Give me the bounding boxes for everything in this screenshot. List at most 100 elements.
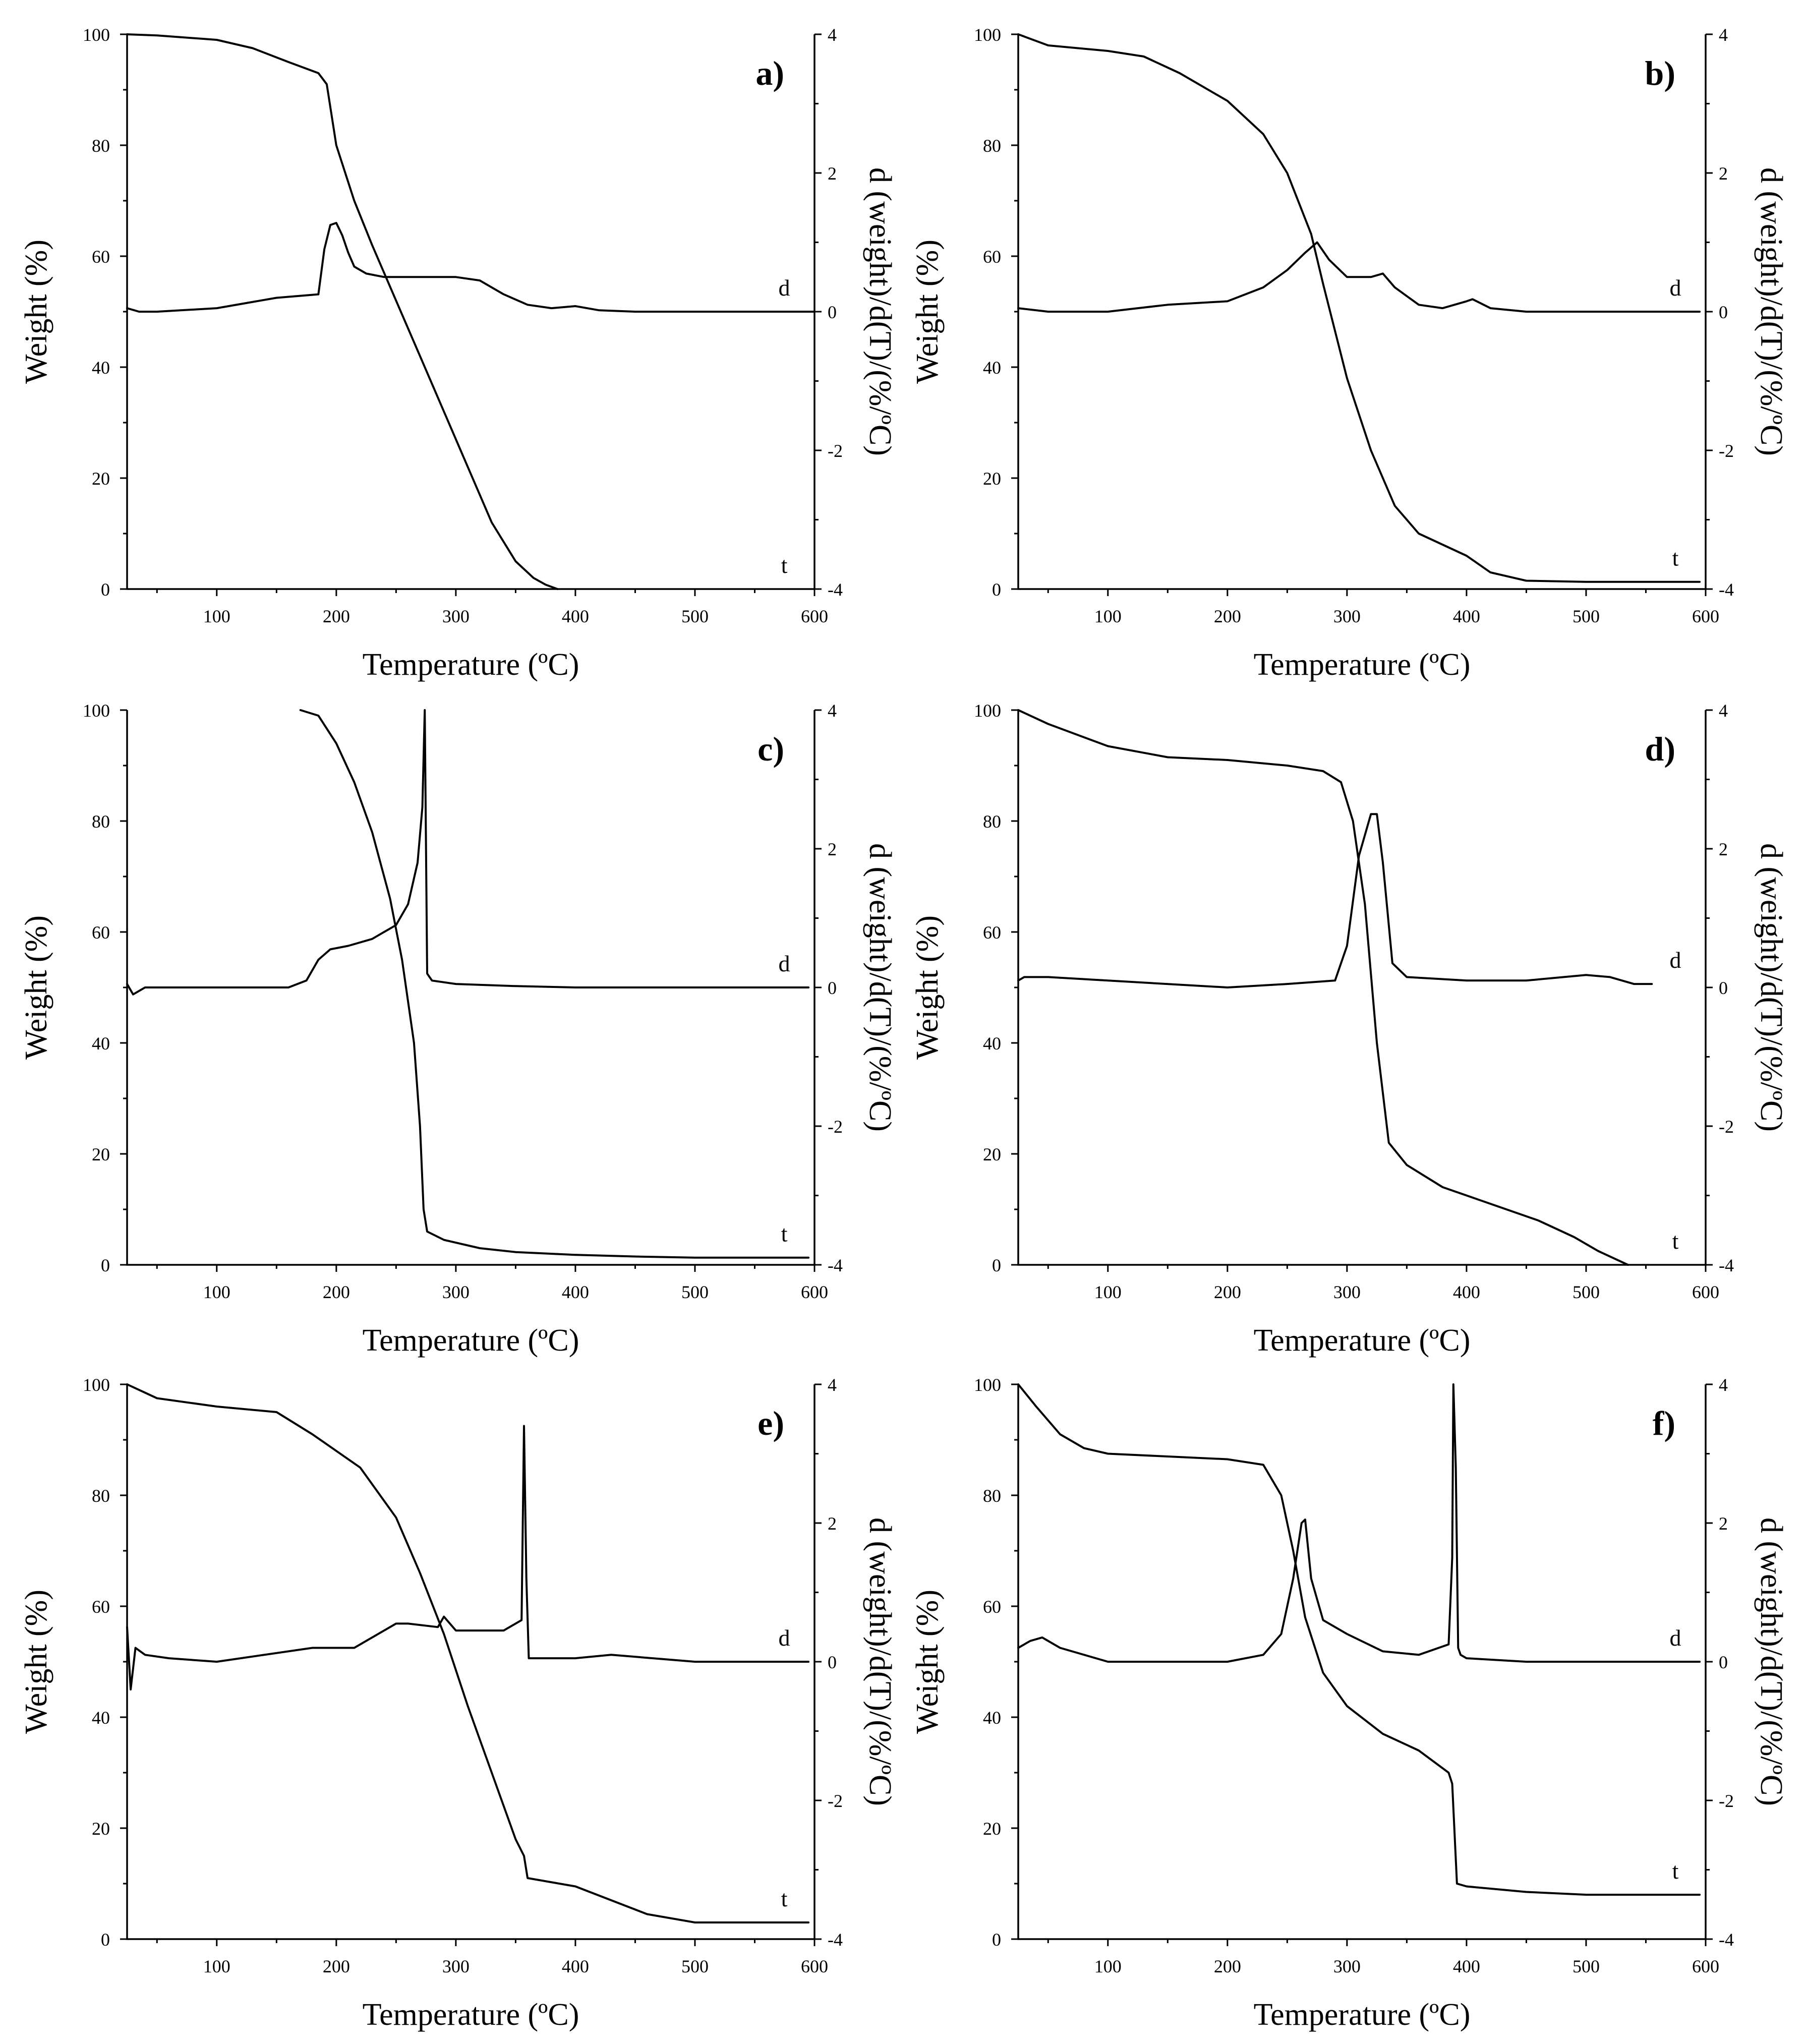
y-tick-label: 40 (92, 1708, 110, 1728)
y2-axis-title: d (weight)/d(T)/(%/ºC) (863, 1517, 897, 1806)
x-axis-title: Temperature (ºC) (363, 648, 579, 682)
panel-letter: f) (1653, 1404, 1675, 1442)
curve-label-t: t (781, 552, 788, 578)
x-tick-label: 500 (1572, 606, 1600, 626)
x-tick-label: 100 (1094, 606, 1122, 626)
y-tick-label: 20 (983, 469, 1001, 489)
curve-label-d: d (779, 275, 790, 301)
x-tick-label: 600 (1692, 1282, 1719, 1302)
x-tick-label: 100 (203, 1282, 230, 1302)
y2-tick-label: -2 (828, 1791, 843, 1811)
panel-letter: c) (758, 730, 784, 768)
curve-label-t: t (1672, 1228, 1679, 1254)
tg-weight-curve (126, 1383, 810, 1923)
x-tick-label: 400 (562, 606, 589, 626)
y2-tick-label: 4 (828, 1375, 837, 1395)
dtg-derivative-curve (1017, 241, 1701, 313)
x-tick-label: 100 (203, 606, 230, 626)
dtg-derivative-curve (126, 222, 815, 313)
x-tick-label: 400 (1453, 1956, 1480, 1976)
y2-tick-label: -4 (828, 1930, 843, 1950)
y-tick-label: 100 (974, 25, 1001, 45)
x-axis-title: Temperature (ºC) (363, 1323, 579, 1358)
y-tick-label: 40 (983, 1708, 1001, 1728)
y2-tick-label: 0 (1719, 302, 1728, 322)
y2-tick-label: -4 (1719, 1930, 1734, 1950)
x-tick-label: 500 (681, 1282, 709, 1302)
tg-weight-curve (126, 33, 559, 590)
y2-tick-label: 2 (828, 163, 837, 184)
y-tick-label: 100 (83, 1375, 110, 1395)
y2-tick-label: -2 (1719, 1117, 1734, 1137)
x-tick-label: 300 (442, 1282, 470, 1302)
x-tick-label: 300 (1333, 1282, 1361, 1302)
x-axis-title: Temperature (ºC) (363, 1998, 579, 2032)
axes-frame (1017, 710, 1707, 1266)
panel-c: 100 200 300 400 500 600 0 20 40 60 80 100 -4 -2 0 2 4 Tem… (19, 700, 897, 1358)
curve-label-d: d (779, 1625, 790, 1651)
dtg-derivative-curve (1017, 813, 1653, 988)
x-tick-label: 400 (1453, 1282, 1480, 1302)
y2-tick-label: 0 (1719, 1652, 1728, 1672)
y-tick-label: 60 (983, 1597, 1001, 1617)
curve-label-t: t (1672, 1858, 1679, 1884)
x-tick-label: 300 (442, 1956, 470, 1976)
y-axis-title: Weight (%) (910, 1590, 945, 1734)
y-axis-title: Weight (%) (19, 1590, 53, 1734)
y-tick-label: 60 (983, 922, 1001, 943)
y2-axis-title: d (weight)/d(T)/(%/ºC) (1754, 1517, 1788, 1806)
panel-d: 100 200 300 400 500 600 0 20 40 60 80 100 -4 -2 0 2 4 Tem… (910, 700, 1788, 1358)
x-axis-title: Temperature (ºC) (1254, 648, 1471, 682)
x-tick-label: 200 (1214, 1956, 1241, 1976)
dtg-derivative-curve (126, 1425, 810, 1690)
x-tick-label: 600 (801, 606, 828, 626)
y2-tick-label: 4 (828, 25, 837, 45)
y2-tick-label: 0 (828, 302, 837, 322)
x-tick-label: 200 (323, 1282, 350, 1302)
x-tick-label: 300 (442, 606, 470, 626)
y-tick-label: 40 (92, 1033, 110, 1054)
x-tick-label: 400 (562, 1282, 589, 1302)
x-tick-label: 400 (562, 1956, 589, 1976)
y-tick-label: 100 (974, 700, 1001, 721)
y-tick-label: 20 (92, 1144, 110, 1164)
tg-weight-curve (1017, 1383, 1701, 1896)
x-tick-label: 100 (1094, 1956, 1122, 1976)
y2-axis-title: d (weight)/d(T)/(%/ºC) (1754, 843, 1788, 1132)
y-tick-label: 60 (92, 1597, 110, 1617)
y-tick-label: 80 (92, 1486, 110, 1506)
y-axis-title: Weight (%) (910, 240, 945, 384)
y-tick-label: 80 (92, 136, 110, 156)
y-tick-label: 100 (974, 1375, 1001, 1395)
y-tick-label: 0 (992, 1255, 1001, 1275)
x-tick-label: 600 (1692, 606, 1719, 626)
y-tick-label: 80 (983, 136, 1001, 156)
y2-axis-title: d (weight)/d(T)/(%/ºC) (1754, 167, 1788, 456)
x-tick-label: 600 (801, 1282, 828, 1302)
x-tick-label: 200 (323, 1956, 350, 1976)
y-tick-label: 20 (92, 1819, 110, 1839)
y2-tick-label: 2 (828, 1513, 837, 1534)
y-tick-label: 0 (992, 579, 1001, 600)
y-tick-label: 40 (983, 358, 1001, 378)
x-axis-title: Temperature (ºC) (1254, 1323, 1471, 1358)
tg-weight-curve (1017, 709, 1629, 1266)
y-tick-label: 80 (983, 1486, 1001, 1506)
curve-label-d: d (779, 951, 790, 976)
y2-tick-label: -2 (1719, 1791, 1734, 1811)
panel-letter: e) (758, 1404, 784, 1442)
y-tick-label: 60 (92, 247, 110, 267)
panel-letter: a) (755, 54, 784, 92)
x-tick-label: 500 (681, 606, 709, 626)
y-tick-label: 20 (92, 469, 110, 489)
y-tick-label: 60 (983, 247, 1001, 267)
x-tick-label: 100 (203, 1956, 230, 1976)
y2-tick-label: 2 (1719, 839, 1728, 859)
y-tick-label: 80 (983, 811, 1001, 832)
curve-label-t: t (1672, 545, 1679, 571)
panel-e: 100 200 300 400 500 600 0 20 40 60 80 100 -4 -2 0 2 4 Tem… (19, 1375, 897, 2032)
y2-tick-label: 2 (828, 839, 837, 859)
y-tick-label: 100 (83, 25, 110, 45)
y2-tick-label: -2 (828, 1117, 843, 1137)
